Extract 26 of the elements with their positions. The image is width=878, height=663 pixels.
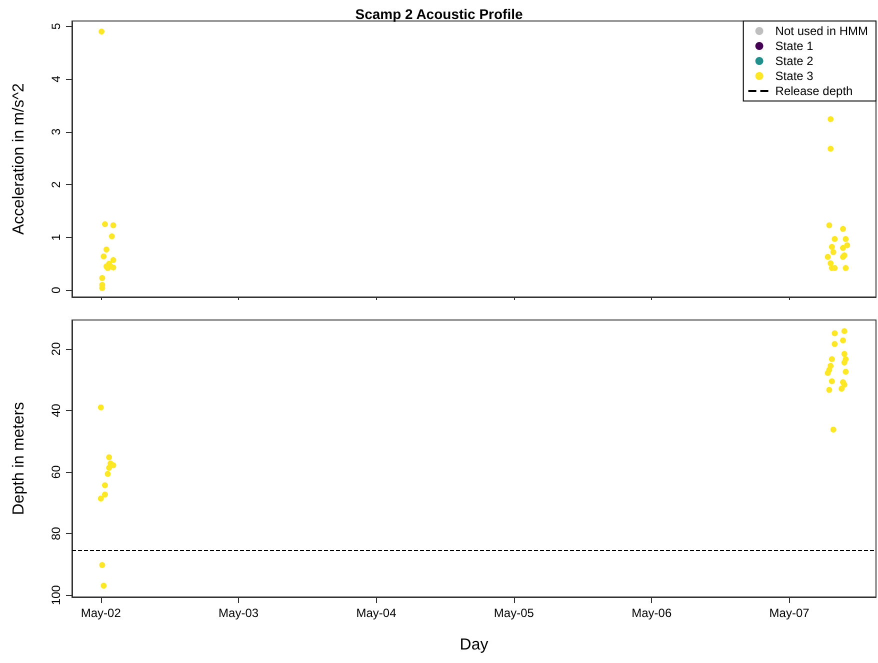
x-tick-label: May-06 xyxy=(632,606,672,620)
y-tick-label: 4 xyxy=(49,75,63,82)
x-tick-label: May-03 xyxy=(218,606,259,620)
text: Release depth xyxy=(775,84,853,98)
y-axis-title: Acceleration in m/s^2 xyxy=(10,83,28,235)
x-tick-label: May-07 xyxy=(769,606,810,620)
legend-label: Not used in HMM xyxy=(775,24,868,38)
y-tick-label: 40 xyxy=(49,403,63,418)
y-tick-label: 0 xyxy=(49,286,63,294)
y-tick-label: 60 xyxy=(49,465,63,479)
y-tick-label: 3 xyxy=(49,128,63,136)
y-tick-label: 5 xyxy=(49,22,63,30)
legend-label: State 3 xyxy=(775,69,814,83)
y-axis-title: Depth in meters xyxy=(10,402,28,515)
y-tick-label: 1 xyxy=(49,234,63,241)
x-tick-label: May-04 xyxy=(356,606,397,620)
legend-label: State 2 xyxy=(775,54,814,68)
y-tick-label: 2 xyxy=(49,180,63,188)
y-tick-label: 20 xyxy=(49,342,63,356)
x-tick-label: May-05 xyxy=(494,606,534,620)
x-tick-label: May-02 xyxy=(80,606,122,620)
y-tick-label: 100 xyxy=(49,584,63,606)
legend-label: State 1 xyxy=(775,39,814,53)
y-tick-label: 80 xyxy=(49,526,63,540)
chart-title: Scamp 2 Acoustic Profile xyxy=(355,6,523,22)
x-axis-title: Day xyxy=(460,636,488,654)
